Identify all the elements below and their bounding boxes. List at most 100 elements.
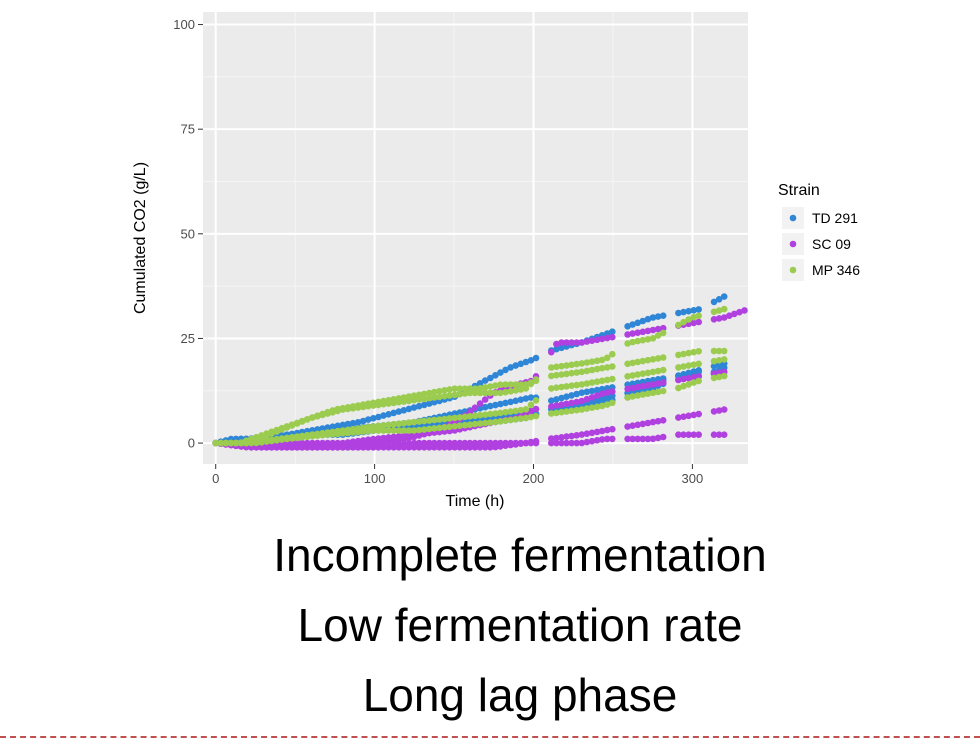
data-point: [487, 389, 494, 397]
data-point: [695, 431, 702, 439]
data-point: [731, 310, 738, 318]
data-point: [624, 385, 631, 393]
data-point: [400, 420, 408, 427]
data-point: [695, 360, 702, 368]
data-point: [334, 407, 342, 415]
data-point: [242, 439, 250, 447]
data-point: [476, 385, 484, 392]
data-point: [563, 408, 570, 415]
data-point: [349, 405, 357, 412]
data-point: [354, 404, 362, 411]
data-point: [558, 383, 565, 391]
data-point: [598, 427, 606, 435]
data-point: [502, 408, 509, 416]
data-point: [334, 439, 342, 447]
data-point: [654, 434, 662, 442]
data-point: [375, 435, 382, 442]
data-point: [603, 330, 611, 337]
data-point: [659, 379, 667, 386]
data-point: [644, 419, 652, 427]
data-point: [354, 419, 362, 426]
data-point: [512, 397, 519, 405]
data-point: [675, 321, 682, 329]
data-point: [522, 395, 530, 402]
data-point: [471, 404, 479, 412]
data-point: [598, 436, 606, 443]
data-point: [573, 369, 580, 376]
data-point: [441, 415, 448, 423]
data-point: [309, 439, 316, 447]
data-point: [726, 312, 733, 320]
data-point: [344, 439, 352, 446]
scatter-chart: 0 100 200 300 0 25 50 75 100 Time (h) Cumulated …: [132, 12, 860, 510]
data-point: [609, 333, 616, 341]
data-point: [431, 388, 438, 396]
data-point: [659, 417, 667, 424]
data-point: [309, 432, 316, 440]
data-point: [715, 307, 723, 314]
data-point: [649, 435, 657, 443]
data-point: [553, 340, 560, 348]
data-point: [426, 400, 433, 407]
legend-label: SC 09: [812, 236, 851, 252]
data-point: [629, 372, 636, 379]
data-point: [685, 307, 692, 315]
data-point: [517, 415, 525, 422]
data-point: [517, 386, 525, 393]
data-point: [375, 444, 382, 451]
x-tick-label: 300: [682, 471, 704, 486]
data-point: [563, 339, 570, 346]
data-point: [314, 432, 321, 440]
data-point: [624, 435, 631, 443]
data-point: [263, 432, 270, 439]
data-point: [268, 430, 275, 437]
data-point: [624, 394, 631, 401]
data-point: [609, 350, 616, 358]
data-point: [573, 390, 580, 398]
data-point: [583, 359, 591, 366]
data-point: [593, 403, 601, 411]
dashed-border: [0, 736, 980, 738]
caption-low-fermentation-rate: Low fermentation rate: [297, 599, 743, 651]
data-point: [593, 392, 601, 399]
data-point: [303, 433, 311, 441]
data-point: [415, 426, 423, 434]
data-point: [563, 400, 570, 408]
data-point: [522, 385, 530, 392]
data-point: [578, 368, 586, 376]
data-point: [441, 444, 448, 451]
data-point: [558, 434, 565, 441]
data-point: [675, 376, 682, 384]
data-point: [222, 439, 230, 447]
data-point: [649, 326, 657, 334]
data-point: [390, 444, 398, 451]
data-point: [344, 420, 352, 428]
data-point: [507, 416, 514, 424]
data-point: [629, 359, 636, 367]
data-point: [502, 417, 509, 424]
data-point: [598, 356, 606, 364]
data-point: [456, 414, 464, 421]
data-point: [568, 382, 575, 390]
data-point: [598, 402, 606, 410]
data-point: [659, 433, 667, 441]
data-point: [441, 387, 448, 394]
data-point: [659, 366, 667, 374]
data-point: [420, 426, 428, 433]
data-point: [431, 394, 438, 401]
data-point: [680, 375, 687, 383]
data-point: [578, 431, 586, 438]
legend: Strain TD 291 SC 09 MP 346: [778, 182, 860, 281]
data-point: [654, 332, 662, 339]
data-point: [512, 441, 519, 448]
data-point: [329, 439, 337, 447]
data-point: [344, 405, 352, 413]
data-point: [273, 437, 281, 444]
data-point: [476, 400, 484, 407]
data-point: [298, 418, 306, 425]
data-point: [400, 427, 408, 434]
data-point: [471, 444, 479, 451]
data-point: [400, 398, 408, 405]
data-point: [715, 431, 723, 439]
data-point: [680, 382, 687, 390]
